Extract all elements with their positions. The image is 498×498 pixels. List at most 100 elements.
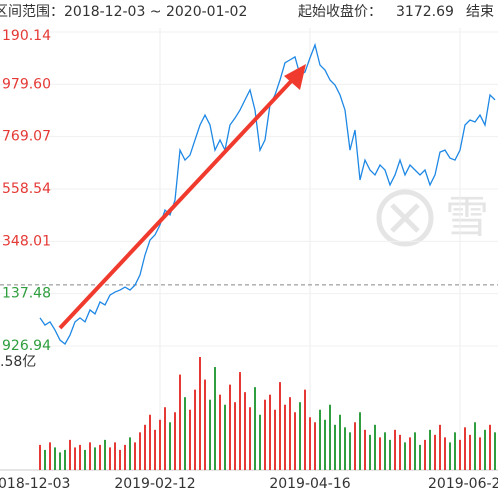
volume-bar — [469, 434, 471, 470]
volume-bar — [289, 397, 291, 470]
volume-bar — [154, 429, 156, 470]
volume-bar — [364, 429, 366, 470]
volume-bar — [414, 432, 416, 470]
x-label: 018-12-03 — [0, 476, 70, 492]
volume-bar — [249, 407, 251, 470]
volume-bar — [419, 444, 421, 470]
volume-bar — [84, 449, 86, 470]
volume-bar — [219, 394, 221, 470]
volume-bar — [264, 399, 266, 470]
volume-bar — [199, 357, 201, 470]
volume-bar — [279, 382, 281, 470]
volume-bar — [354, 422, 356, 470]
volume-bar — [329, 404, 331, 470]
volume-bar — [254, 387, 256, 470]
volume-bar — [439, 424, 441, 470]
volume-bar — [164, 407, 166, 470]
volume-bar — [59, 452, 61, 470]
x-label: 2019-06-2 — [428, 476, 498, 492]
volume-bar — [209, 399, 211, 470]
volume-bar — [214, 367, 216, 470]
volume-bar — [429, 429, 431, 470]
volume-bar — [489, 424, 491, 470]
volume-bar — [284, 404, 286, 470]
volume-bar — [229, 384, 231, 470]
volume-bar — [239, 372, 241, 470]
volume-bar — [474, 422, 476, 470]
volume-bar — [184, 397, 186, 470]
start-price: 3172.69 — [396, 4, 454, 20]
trend-arrow — [58, 74, 298, 330]
volume-bar — [494, 432, 496, 470]
volume-bar — [294, 412, 296, 470]
trend-arrow-head — [284, 64, 306, 90]
volume-bar — [319, 409, 321, 470]
volume-bar — [159, 419, 161, 470]
y-tick-label: 979.60 — [2, 76, 51, 92]
volume-bar — [269, 394, 271, 470]
volume-bar — [169, 422, 171, 470]
volume-bar — [124, 444, 126, 470]
volume-bar — [344, 427, 346, 470]
volume-bar — [484, 429, 486, 470]
volume-bar — [479, 437, 481, 470]
volume-bar — [324, 419, 326, 470]
volume-bar — [334, 424, 336, 470]
volume-bar — [349, 432, 351, 470]
volume-bar — [389, 439, 391, 470]
volume-bar — [434, 434, 436, 470]
volume-bar — [114, 442, 116, 470]
volume-bar — [144, 424, 146, 470]
volume-bar — [79, 444, 81, 470]
header-range: 区间范围：2018-12-03 ~ 2020-01-02 — [0, 3, 247, 20]
volume-bar — [369, 434, 371, 470]
y-tick-label: 769.07 — [2, 129, 51, 145]
y-tick-label: 190.14 — [2, 28, 51, 44]
volume-bar — [109, 447, 111, 470]
volume-bar — [274, 409, 276, 470]
volume-bar — [149, 414, 151, 470]
volume-bar — [119, 449, 121, 470]
volume-bar — [454, 432, 456, 470]
volume-bar — [459, 439, 461, 470]
volume-bar — [189, 409, 191, 470]
x-label: 2019-02-12 — [114, 476, 195, 492]
svg-text:雪: 雪 — [445, 192, 489, 243]
volume-bar — [174, 412, 176, 470]
volume-bar — [399, 434, 401, 470]
volume-bar — [299, 402, 301, 470]
volume-bar — [304, 389, 306, 470]
volume-bar — [104, 439, 106, 470]
volume-bar — [384, 432, 386, 470]
volume-bar — [39, 444, 41, 470]
volume-bar — [179, 374, 181, 470]
volume-bar — [339, 414, 341, 470]
volume-bar — [314, 422, 316, 470]
volume-bar — [74, 447, 76, 470]
volume-bar — [49, 442, 51, 470]
watermark: 雪 — [376, 189, 489, 247]
volume-bar — [449, 442, 451, 470]
volume-bar — [424, 439, 426, 470]
volume-bar — [89, 442, 91, 470]
volume-bar — [244, 392, 246, 470]
volume-bar — [444, 437, 446, 470]
volume-bar — [359, 412, 361, 470]
volume-bar — [224, 404, 226, 470]
volume-bar — [99, 444, 101, 470]
volume-bar — [404, 442, 406, 470]
y-tick-label: 926.94 — [2, 338, 51, 354]
volume-bar — [374, 424, 376, 470]
price-line — [39, 42, 496, 345]
volume-bar — [409, 437, 411, 470]
y-tick-label: 348.01 — [2, 233, 51, 249]
start-label: 起始收盘价： — [298, 3, 382, 20]
volume-bar — [204, 379, 206, 470]
volume-bar — [139, 432, 141, 470]
volume-bar — [129, 437, 131, 470]
volume-label: .58亿 — [0, 354, 36, 370]
volume-bar — [379, 437, 381, 470]
volume-bar — [194, 389, 196, 470]
volume-bar — [309, 417, 311, 470]
